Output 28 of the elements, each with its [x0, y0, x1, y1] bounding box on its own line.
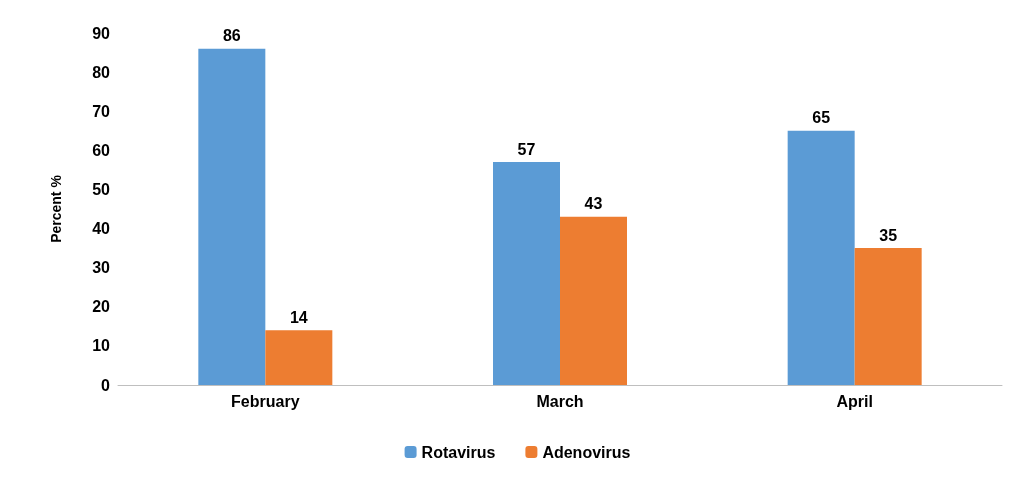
y-tick-label: 50: [92, 180, 111, 198]
data-label: 35: [879, 226, 898, 244]
legend-label: Adenovirus: [542, 443, 631, 461]
y-tick-label: 80: [92, 63, 111, 81]
data-label: 65: [812, 109, 831, 127]
y-tick-label: 40: [92, 220, 111, 238]
y-axis-title: Percent %: [48, 174, 64, 243]
y-tick-label: 20: [92, 298, 111, 316]
y-tick-label: 30: [92, 259, 111, 277]
bar: [787, 130, 855, 385]
bar: [560, 216, 627, 385]
y-tick-label: 10: [92, 337, 111, 355]
x-tick-label: February: [231, 392, 300, 410]
x-tick-label: March: [536, 392, 584, 410]
legend-label: Rotavirus: [421, 443, 496, 461]
bar: [198, 48, 266, 385]
data-label: 43: [584, 195, 603, 213]
bar: [854, 248, 922, 385]
y-tick-label: 70: [92, 102, 111, 120]
bar: [493, 162, 560, 385]
x-tick-label: April: [836, 392, 873, 410]
y-tick-label: 90: [92, 24, 111, 42]
bar: [265, 330, 333, 385]
y-tick-label: 60: [92, 141, 111, 159]
data-label: 86: [222, 27, 241, 45]
data-label: 57: [517, 140, 536, 158]
data-label: 14: [289, 308, 308, 326]
y-tick-label: 0: [101, 376, 111, 394]
